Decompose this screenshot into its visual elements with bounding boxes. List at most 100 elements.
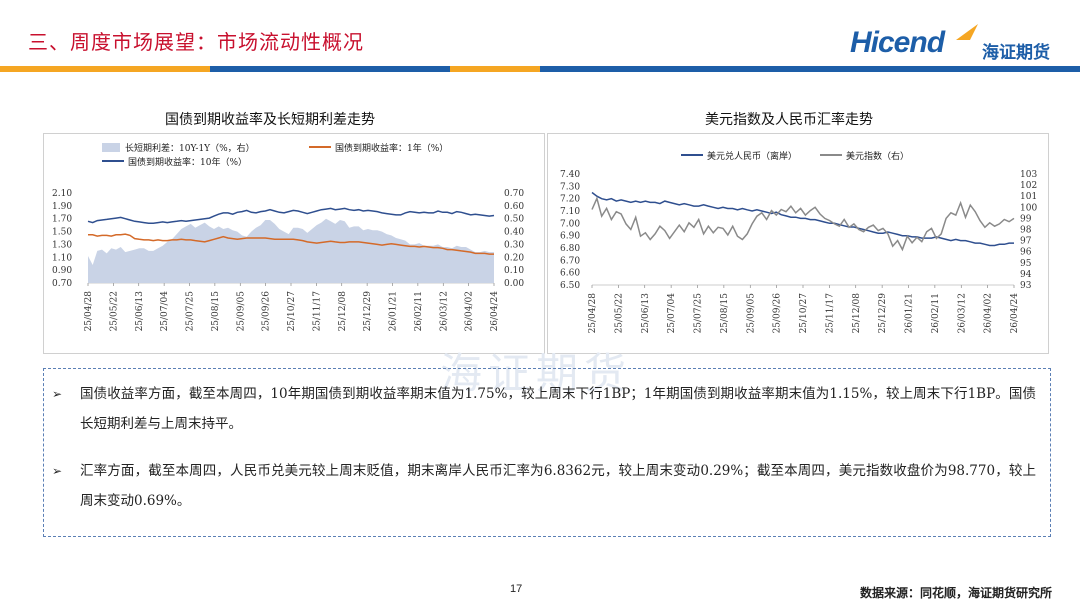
legend-label: 美元指数（右） — [846, 150, 909, 162]
y-left-tick-label: 6.60 — [560, 269, 580, 279]
x-tick-label: 25/07/25 — [694, 293, 704, 334]
y-left-tick-label: 1.70 — [52, 215, 72, 225]
x-tick-label: 26/03/12 — [957, 293, 967, 333]
company-logo: Hicend 海证期货 — [850, 24, 1050, 66]
logo-sail-icon — [956, 24, 978, 40]
x-tick-label: 25/09/26 — [773, 293, 783, 334]
x-tick-label: 25/12/08 — [338, 291, 348, 332]
y-left-tick-label: 6.80 — [560, 244, 580, 254]
x-tick-label: 25/09/26 — [262, 291, 272, 332]
x-tick-label: 26/03/12 — [439, 291, 449, 331]
y-left-tick-label: 1.90 — [52, 202, 72, 212]
y-right-tick-label: 0.70 — [504, 189, 524, 199]
chart2-panel: 美元兑人民币（离岸） 美元指数（右） 7.40 7.30 7.20 7.10 7.00 6.9… — [547, 133, 1049, 354]
x-tick-label: 26/04/02 — [984, 293, 994, 333]
x-tick-label: 26/04/24 — [490, 291, 500, 332]
x-tick-label: 25/06/13 — [135, 291, 145, 332]
x-tick-label: 25/09/05 — [746, 293, 756, 334]
page-number: 17 — [510, 583, 523, 595]
series-line — [591, 191, 1014, 247]
legend-label: 美元兑人民币（离岸） — [707, 150, 797, 162]
y-right-tick-label: 0.10 — [504, 266, 524, 276]
band-segment — [540, 66, 1080, 72]
arrow-icon: ➢ — [52, 387, 63, 401]
y-left-tick-label: 1.10 — [52, 253, 72, 263]
header-color-band — [0, 66, 1080, 72]
series-line — [87, 207, 495, 224]
y-right-tick-label: 98 — [1020, 226, 1032, 236]
x-tick-label: 26/02/11 — [414, 291, 424, 331]
x-tick-label: 25/06/13 — [641, 293, 651, 334]
y-right-tick-label: 101 — [1020, 192, 1037, 202]
y-right-tick-label: 0.60 — [504, 202, 524, 212]
x-tick-label: 25/10/27 — [799, 293, 809, 334]
y-left-tick-label: 7.20 — [560, 195, 580, 205]
chart2-svg: 美元兑人民币（离岸） 美元指数（右） 7.40 7.30 7.20 7.10 7.00 6.9… — [560, 150, 1037, 334]
commentary-box: ➢ 国债收益率方面，截至本周四，10年期国债到期收益率期末值为1.75%，较上周… — [43, 368, 1051, 537]
y-left-tick-label: 6.70 — [560, 256, 580, 266]
x-tick-label: 25/05/22 — [109, 291, 119, 331]
x-tick-label: 25/11/17 — [825, 293, 835, 334]
x-tick-label: 25/07/04 — [160, 291, 170, 332]
y-right-tick-label: 97 — [1020, 237, 1032, 247]
data-source: 数据来源：同花顺，海证期货研究所 — [859, 586, 1052, 600]
y-right-tick-label: 100 — [1020, 203, 1037, 213]
y-right-tick-label: 102 — [1020, 181, 1037, 191]
y-right-tick-label: 0.00 — [504, 279, 524, 289]
y-left-tick-label: 0.90 — [52, 266, 72, 276]
x-tick-label: 26/04/24 — [1010, 293, 1020, 334]
x-tick-label: 25/04/28 — [84, 291, 94, 332]
x-tick-label: 25/05/22 — [614, 293, 624, 333]
x-tick-label: 25/04/28 — [588, 293, 598, 334]
y-left-tick-label: 1.30 — [52, 240, 72, 250]
x-tick-label: 26/04/02 — [465, 291, 475, 331]
x-tick-label: 25/11/17 — [312, 291, 322, 332]
x-tick-label: 26/01/21 — [389, 291, 399, 331]
x-tick-label: 25/08/15 — [720, 293, 730, 334]
y-left-tick-label: 7.40 — [560, 170, 580, 180]
legend-label: 国债到期收益率：10年（%） — [128, 156, 247, 168]
series-line — [88, 233, 494, 255]
x-tick-label: 25/12/08 — [852, 293, 862, 334]
y-right-tick-label: 0.30 — [504, 240, 524, 250]
legend-swatch-spread — [102, 143, 120, 152]
y-right-tick-label: 96 — [1020, 248, 1032, 258]
y-left-tick-label: 6.50 — [560, 281, 580, 291]
series-line — [591, 196, 1015, 252]
y-right-tick-label: 95 — [1020, 259, 1032, 269]
y-right-tick-label: 103 — [1020, 170, 1037, 180]
y-right-tick-label: 0.50 — [504, 215, 524, 225]
band-segment — [210, 66, 450, 72]
chart1-svg: 长短期利差：10Y-1Y（%，右） 国债到期收益率：1年（%） 国债到期收益率：10… — [52, 142, 524, 332]
chart1-title: 国债到期收益率及长短期利差走势 — [165, 112, 375, 128]
y-right-tick-label: 94 — [1020, 270, 1032, 280]
x-tick-label: 26/01/21 — [905, 293, 915, 333]
y-left-tick-label: 7.30 — [560, 182, 580, 192]
y-right-tick-label: 99 — [1020, 214, 1032, 224]
y-left-tick-label: 0.70 — [52, 279, 72, 289]
page-title: 三、周度市场展望：市场流动性概况 — [28, 30, 364, 54]
x-tick-label: 25/09/05 — [236, 291, 246, 332]
y-right-tick-label: 0.40 — [504, 228, 524, 238]
x-tick-label: 25/08/15 — [211, 291, 221, 332]
x-tick-label: 25/07/25 — [186, 291, 196, 332]
x-tick-label: 25/10/27 — [287, 291, 297, 332]
y-left-tick-label: 6.90 — [560, 232, 580, 242]
legend-label: 长短期利差：10Y-1Y（%，右） — [125, 142, 255, 154]
arrow-icon: ➢ — [52, 464, 63, 478]
x-tick-label: 25/12/29 — [878, 293, 888, 334]
series-area-spread — [88, 218, 494, 283]
band-segment — [0, 66, 210, 72]
y-left-tick-label: 7.00 — [560, 219, 580, 229]
y-left-tick-label: 2.10 — [52, 189, 72, 199]
y-right-tick-label: 0.20 — [504, 253, 524, 263]
y-right-tick-label: 93 — [1020, 281, 1032, 291]
logo-wordmark: Hicend — [850, 26, 945, 59]
bullet-text: 国债收益率方面，截至本周四，10年期国债到期收益率期末值为1.75%，较上周末下… — [80, 386, 1036, 432]
watermark-text: 海证期货 — [440, 349, 633, 398]
y-left-tick-label: 1.50 — [52, 228, 72, 238]
x-tick-label: 26/02/11 — [931, 293, 941, 333]
x-tick-label: 25/12/29 — [363, 291, 373, 332]
chart2-title: 美元指数及人民币汇率走势 — [705, 112, 873, 128]
legend-label: 国债到期收益率：1年（%） — [335, 142, 448, 154]
